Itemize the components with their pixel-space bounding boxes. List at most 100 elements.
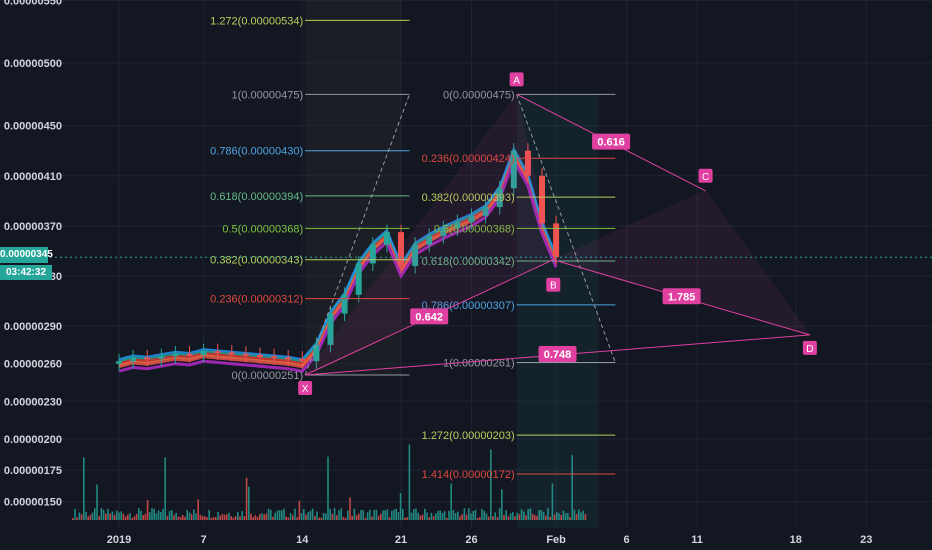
candle-body — [496, 188, 503, 208]
volume-bar — [386, 509, 389, 520]
volume-bar — [107, 508, 109, 520]
volume-bar — [481, 508, 483, 520]
volume-bar — [569, 517, 571, 520]
pattern-point-marker — [802, 340, 817, 355]
volume-bar — [111, 511, 114, 520]
volume-bar — [496, 517, 499, 520]
volume-bar — [263, 514, 265, 520]
volume-bar — [232, 517, 235, 520]
volume-bar — [223, 514, 226, 520]
candle-body — [186, 353, 193, 356]
volume-bar — [226, 514, 228, 520]
volume-bar — [78, 512, 81, 520]
volume-bar — [578, 509, 580, 520]
volume-bar — [397, 511, 400, 520]
volume-bar — [230, 516, 232, 520]
ratio-box — [410, 308, 449, 325]
volume-bar — [358, 513, 360, 520]
volume-bar — [100, 508, 103, 520]
volume-bar — [525, 515, 527, 520]
volume-bar — [157, 510, 160, 520]
volume-bar — [272, 516, 274, 520]
volume-bar — [215, 517, 217, 520]
volume-bar — [520, 509, 523, 520]
volume-bar — [523, 511, 525, 520]
volume-bar — [452, 509, 455, 520]
pattern-point-label: D — [806, 344, 813, 355]
volume-bar — [437, 510, 439, 520]
volume-bar — [144, 513, 147, 520]
volume-bar — [197, 499, 199, 520]
x-tick-label: 6 — [624, 534, 630, 546]
volume-bar — [270, 509, 272, 520]
volume-bar — [151, 508, 153, 520]
x-tick-label: 2019 — [107, 534, 131, 546]
candle-body — [228, 352, 235, 355]
volume-bar — [186, 509, 188, 520]
volume-bar — [340, 508, 342, 520]
volume-bar — [261, 513, 263, 520]
candle-body — [200, 351, 207, 355]
volume-bar — [210, 517, 213, 520]
volume-bar — [184, 516, 186, 520]
volume-bar — [162, 508, 164, 520]
volume-bar — [408, 444, 411, 520]
volume-bar — [395, 508, 397, 520]
volume-bar — [527, 509, 529, 520]
volume-bar — [87, 516, 89, 520]
x-tick-label: 14 — [296, 534, 309, 546]
volume-bar — [426, 512, 428, 520]
volume-bar — [276, 510, 279, 520]
volume-bar — [72, 518, 74, 520]
volume-bar — [294, 508, 296, 520]
pattern-point-label: B — [550, 281, 557, 292]
volume-bar — [342, 516, 345, 520]
volume-bar — [182, 514, 184, 520]
candle-body — [327, 313, 334, 345]
volume-bar — [267, 508, 270, 520]
volume-bar — [364, 517, 367, 520]
fib-right-label: 1(0.00000261) — [443, 357, 515, 369]
volume-bar — [96, 484, 98, 520]
volume-bar — [199, 514, 202, 520]
volume-bar — [76, 517, 78, 520]
volume-bar — [124, 516, 127, 520]
volume-bar — [212, 517, 215, 520]
volume-bar — [347, 510, 349, 520]
volume-bar — [573, 509, 576, 520]
candle-body — [130, 357, 137, 362]
fib-left-label: 0.618(0.00000394) — [210, 191, 303, 203]
volume-bar — [217, 512, 219, 520]
volume-bar — [195, 513, 197, 520]
volume-bar — [556, 511, 558, 520]
volume-bar — [531, 513, 534, 520]
fib-left-label: 0(0.00000251) — [232, 370, 304, 382]
volume-bar — [325, 513, 327, 520]
volume-bar — [190, 513, 193, 520]
volume-bar — [274, 512, 276, 520]
volume-bar — [80, 514, 83, 520]
volume-bar — [219, 515, 221, 520]
volume-bar — [487, 516, 490, 520]
volume-bar — [562, 510, 565, 520]
volume-bar — [331, 513, 334, 520]
volume-bar — [540, 510, 543, 520]
volume-bar — [446, 517, 448, 520]
volume-bar — [239, 516, 241, 520]
volume-bar — [351, 515, 353, 520]
volume-bar — [571, 455, 573, 520]
ratio-label: 0.642 — [415, 311, 443, 323]
volume-bar — [109, 513, 111, 520]
volume-bar — [575, 514, 578, 520]
volume-bar — [300, 513, 303, 520]
ratio-box — [662, 288, 701, 305]
candle-body — [412, 244, 419, 266]
volume-bar — [318, 517, 320, 520]
volume-bar — [501, 489, 503, 520]
x-tick-label: 18 — [790, 534, 802, 546]
volume-bar — [153, 508, 155, 520]
volume-bar — [485, 513, 488, 520]
volume-bar — [349, 497, 351, 520]
volume-bar — [406, 517, 408, 520]
